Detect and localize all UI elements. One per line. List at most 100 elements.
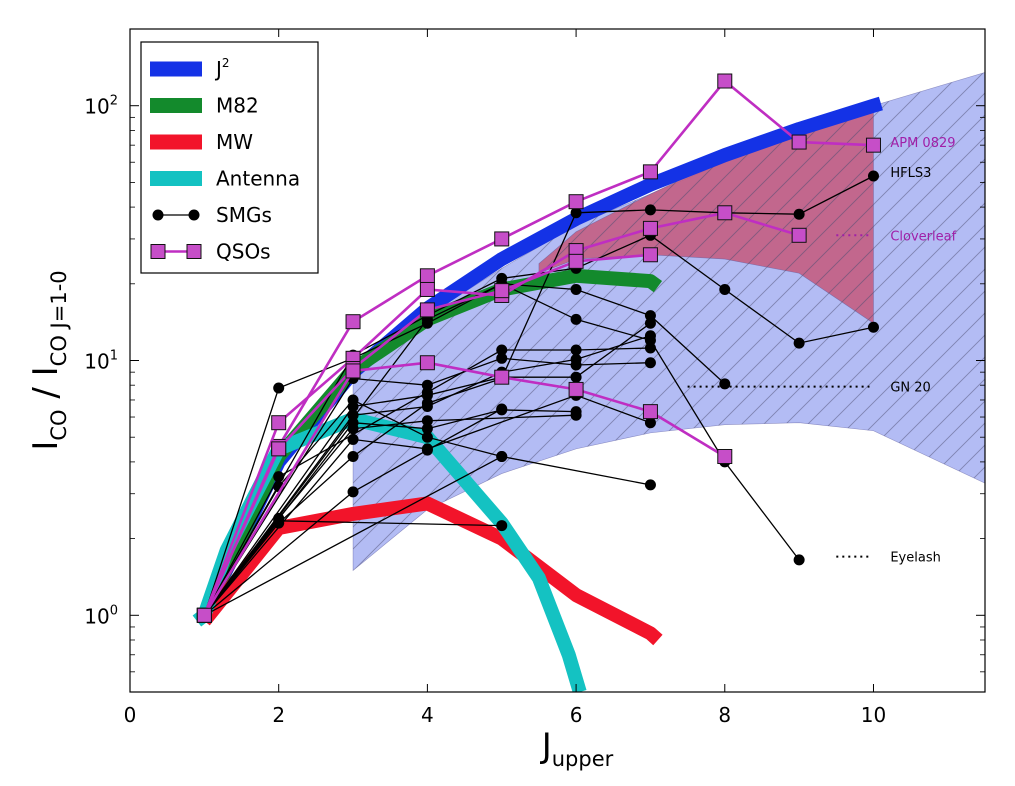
smg-point xyxy=(644,204,656,216)
smg-point xyxy=(496,352,508,364)
qso-point xyxy=(419,268,435,284)
annotation-label: GN 20 xyxy=(890,381,930,396)
qso-point xyxy=(345,363,361,379)
smg-line xyxy=(203,335,651,616)
legend-label: J2 xyxy=(214,56,230,81)
smg-point xyxy=(570,409,582,421)
smg-point xyxy=(644,357,656,369)
smg-point xyxy=(347,450,359,462)
legend-label: SMGs xyxy=(216,203,272,227)
legend-entry: Antenna xyxy=(150,167,300,191)
x-tick-label: 10 xyxy=(861,703,886,727)
qso-point xyxy=(419,302,435,318)
legend-marker xyxy=(152,209,164,221)
x-tick-label: 2 xyxy=(272,703,285,727)
x-tick-label: 0 xyxy=(124,703,137,727)
qso-point xyxy=(196,607,212,623)
legend-marker xyxy=(186,244,202,259)
smg-point xyxy=(496,520,508,532)
qso-point xyxy=(271,415,287,431)
smg-point xyxy=(421,415,433,427)
smg-line xyxy=(203,408,503,616)
smg-point xyxy=(347,394,359,406)
y-axis-label: ICO / ICO J=1-0 xyxy=(26,270,71,450)
smg-point xyxy=(273,471,285,483)
smg-series-11 xyxy=(198,409,582,621)
smg-point xyxy=(793,554,805,566)
qso-point xyxy=(494,369,510,385)
qso-point xyxy=(345,314,361,330)
smg-point xyxy=(719,378,731,390)
qso-point xyxy=(642,404,658,420)
y-tick-label: 102 xyxy=(84,94,118,119)
smg-point xyxy=(496,450,508,462)
legend-entry: M82 xyxy=(150,94,259,118)
smg-point xyxy=(719,283,731,295)
smg-point xyxy=(570,371,582,383)
smg-point xyxy=(867,321,879,333)
qso-point xyxy=(717,73,733,89)
annotation-label: APM 0829 xyxy=(890,136,955,151)
legend-box xyxy=(140,41,319,274)
qso-point xyxy=(717,448,733,464)
smg-line xyxy=(203,322,651,616)
smg-point xyxy=(644,417,656,429)
smg-line xyxy=(203,175,874,616)
qso-point xyxy=(568,381,584,397)
smg-point xyxy=(644,330,656,342)
qso-series-4 xyxy=(196,355,733,623)
x-tick-label: 8 xyxy=(718,703,731,727)
qso-point xyxy=(865,137,881,153)
smg-point xyxy=(421,444,433,456)
smg-point xyxy=(644,342,656,354)
legend-entry: MW xyxy=(150,130,253,154)
qso-point xyxy=(568,194,584,210)
legend-marker xyxy=(150,244,166,259)
smg-point xyxy=(793,208,805,220)
smg-point xyxy=(570,353,582,365)
band-mw xyxy=(198,496,663,646)
annotation-label: Eyelash xyxy=(890,551,941,566)
smg-line xyxy=(203,283,726,616)
smg-point xyxy=(273,382,285,394)
qso-point xyxy=(494,231,510,247)
smg-point xyxy=(421,431,433,443)
smg-point xyxy=(570,344,582,356)
smg-point xyxy=(347,486,359,498)
x-tick-label: 4 xyxy=(421,703,434,727)
qso-point xyxy=(717,205,733,221)
smg-point xyxy=(570,207,582,219)
smg-point xyxy=(273,515,285,527)
smg-point xyxy=(347,423,359,435)
legend-label: QSOs xyxy=(216,240,271,264)
smg-point xyxy=(421,389,433,401)
x-axis-label: Jupper xyxy=(540,726,614,771)
qso-point xyxy=(271,441,287,457)
legend-label: MW xyxy=(216,130,253,154)
qso-point xyxy=(568,253,584,269)
smg-point xyxy=(867,170,879,182)
qso-point xyxy=(642,220,658,236)
qso-point xyxy=(642,247,658,263)
annotation-label: HFLS3 xyxy=(890,166,931,181)
legend-entry: J2 xyxy=(150,56,230,81)
smg-point xyxy=(570,313,582,325)
y-tick-label: 100 xyxy=(84,603,118,628)
smg-line xyxy=(203,357,651,616)
legend-label: Antenna xyxy=(216,167,300,191)
legend-entry: QSOs xyxy=(150,240,271,264)
x-tick-label: 6 xyxy=(570,703,583,727)
smg-point xyxy=(421,379,433,391)
legend-marker xyxy=(188,209,200,221)
smg-point xyxy=(421,400,433,412)
smg-point xyxy=(793,337,805,349)
smg-point xyxy=(644,317,656,329)
smg-series-15 xyxy=(198,450,656,621)
qso-line xyxy=(203,79,874,616)
smg-point xyxy=(570,283,582,295)
qso-point xyxy=(642,164,658,180)
qso-point xyxy=(494,283,510,299)
smg-point xyxy=(421,423,433,435)
qso-point xyxy=(419,281,435,297)
